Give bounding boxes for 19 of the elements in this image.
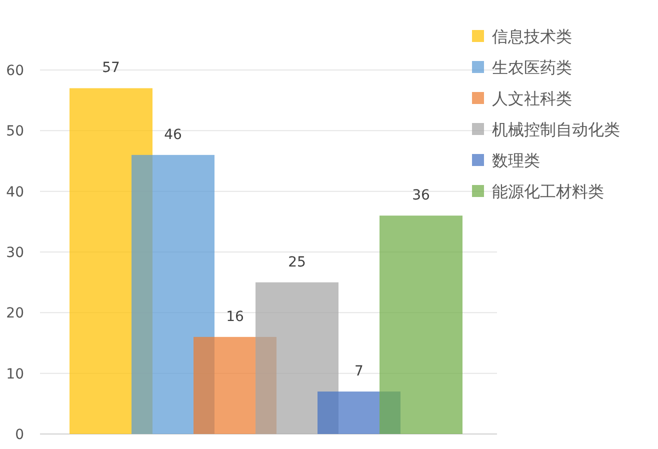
data-label: 16 [226, 308, 244, 325]
y-tick-label: 0 [15, 427, 24, 443]
y-tick-label: 50 [6, 124, 24, 140]
legend-label: 生农医药类 [492, 58, 572, 77]
data-label: 7 [354, 364, 364, 380]
legend-label: 人文社科类 [492, 89, 572, 108]
legend-label: 能源化工材料类 [492, 182, 604, 201]
legend-label: 数理类 [492, 151, 540, 170]
y-tick-label: 40 [6, 184, 24, 200]
y-tick-label: 10 [6, 366, 24, 382]
data-label: 46 [164, 126, 182, 143]
data-label: 36 [412, 188, 430, 204]
legend-label: 机械控制自动化类 [492, 120, 620, 139]
data-label: 25 [288, 254, 306, 270]
y-tick-label: 20 [6, 306, 24, 322]
data-label: 57 [102, 60, 120, 76]
legend-label: 信息技术类 [492, 27, 572, 46]
y-tick-label: 30 [6, 245, 24, 261]
y-tick-label: 60 [6, 63, 24, 79]
